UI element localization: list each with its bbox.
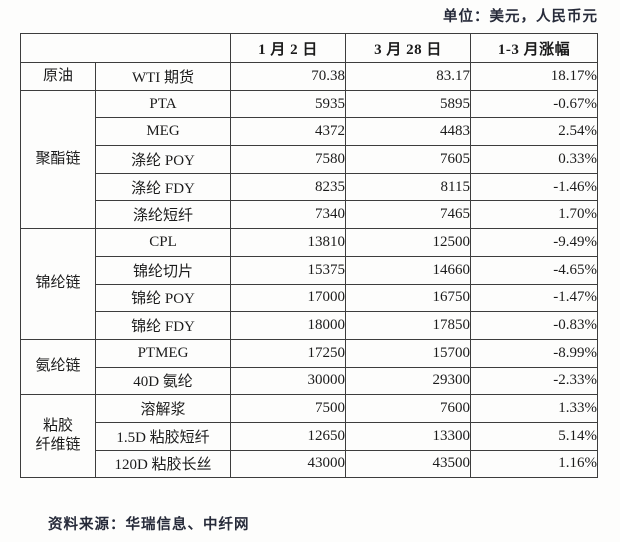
unit-note: 单位：美元，人民币元 [443,9,598,25]
source-note: 资料来源：华瑞信息、中纤网 [48,517,250,533]
value-jan2: 17250 [230,338,346,368]
product-cell: PTMEG [95,338,231,368]
table-row: 涤纶 FDY 8235 8115 -1.46% [21,172,598,202]
category-cell: 聚酯链 [20,89,96,230]
value-change: 1.16% [470,449,598,479]
value-mar28: 14660 [345,255,471,285]
table-row: 粘胶 纤维链 溶解浆 7500 7600 1.33% [20,394,598,479]
table-row: 40D 氨纶 30000 29300 -2.33% [21,366,598,396]
product-cell: 涤纶 FDY [95,172,231,202]
table-row: 聚酯链 PTA 5935 5895 -0.67% [20,89,598,230]
value-mar28: 15700 [345,338,471,368]
category-cell: 粘胶 纤维链 [20,394,96,479]
value-jan2: 15375 [230,255,346,285]
product-cell: 涤纶 POY [95,145,231,174]
value-jan2: 5935 [230,89,346,119]
product-cell: MEG [95,117,231,147]
value-change: -1.46% [470,172,598,202]
value-change: -8.99% [470,338,598,368]
value-jan2: 43000 [230,449,346,479]
value-mar28: 17850 [345,311,471,340]
category-cell: 氨纶链 [20,338,96,396]
table-row: 锦纶 FDY 18000 17850 -0.83% [21,311,598,340]
product-cell: 溶解浆 [95,394,231,423]
value-change: 0.33% [470,145,598,174]
value-jan2: 18000 [230,311,346,340]
table-row: 锦纶切片 15375 14660 -4.65% [21,255,598,285]
product-cell: 120D 粘胶长丝 [95,449,231,479]
value-jan2: 7340 [230,200,346,230]
table-row: 1.5D 粘胶短纤 12650 13300 5.14% [21,421,598,451]
value-mar28: 29300 [345,366,471,396]
value-change: 1.33% [470,394,598,423]
value-change: 5.14% [470,421,598,451]
value-change: -0.83% [470,311,598,340]
value-jan2: 4372 [230,117,346,147]
value-change: 1.70% [470,200,598,230]
value-jan2: 70.38 [230,62,346,91]
table-row: 锦纶 POY 17000 16750 -1.47% [21,283,598,313]
product-cell: 1.5D 粘胶短纤 [95,421,231,451]
value-change: -9.49% [470,228,598,257]
header-jan2: 1 月 2 日 [230,33,346,63]
value-mar28: 8115 [345,172,471,202]
price-table-header: 1 月 2 日 3 月 28 日 1-3 月涨幅 [20,33,598,63]
value-jan2: 17000 [230,283,346,313]
value-mar28: 16750 [345,283,471,313]
value-change: 18.17% [470,62,598,91]
value-jan2: 7580 [230,145,346,174]
product-cell: CPL [95,228,231,257]
table-row: 涤纶短纤 7340 7465 1.70% [21,200,598,230]
value-change: -4.65% [470,255,598,285]
header-mar28: 3 月 28 日 [345,33,471,63]
value-mar28: 7605 [345,145,471,174]
value-mar28: 13300 [345,421,471,451]
category-cell: 原油 [20,62,96,91]
price-table: 1 月 2 日 3 月 28 日 1-3 月涨幅 原油 WTI 期货 70.38 83… [20,33,598,479]
value-jan2: 7500 [230,394,346,423]
category-cell: 锦纶链 [20,228,96,340]
value-jan2: 30000 [230,366,346,396]
product-cell: 锦纶切片 [95,255,231,285]
value-change: 2.54% [470,117,598,147]
value-change: -2.33% [470,366,598,396]
product-cell: 涤纶短纤 [95,200,231,230]
product-cell: PTA [95,89,231,119]
value-change: -0.67% [470,89,598,119]
header-row: 1 月 2 日 3 月 28 日 1-3 月涨幅 [20,33,598,63]
value-mar28: 4483 [345,117,471,147]
value-mar28: 7465 [345,200,471,230]
price-table-body: 原油 WTI 期货 70.38 83.17 18.17% 聚酯链 PTA 5935 5895 -0… [20,62,598,479]
header-change: 1-3 月涨幅 [470,33,598,63]
table-row: 120D 粘胶长丝 43000 43500 1.16% [21,449,598,479]
value-mar28: 43500 [345,449,471,479]
table-row: 原油 WTI 期货 70.38 83.17 18.17% [20,62,598,91]
value-change: -1.47% [470,283,598,313]
table-row: 涤纶 POY 7580 7605 0.33% [21,145,598,174]
table-row: 锦纶链 CPL 13810 12500 -9.49% [20,228,598,340]
product-cell: 锦纶 POY [95,283,231,313]
value-jan2: 8235 [230,172,346,202]
product-cell: 40D 氨纶 [95,366,231,396]
value-jan2: 12650 [230,421,346,451]
product-cell: 锦纶 FDY [95,311,231,340]
product-cell: WTI 期货 [95,62,231,91]
table-row: MEG 4372 4483 2.54% [21,117,598,147]
value-mar28: 12500 [345,228,471,257]
value-mar28: 7600 [345,394,471,423]
table-row: 氨纶链 PTMEG 17250 15700 -8.99% [20,338,598,396]
value-jan2: 13810 [230,228,346,257]
header-empty-cell [20,33,231,63]
value-mar28: 83.17 [345,62,471,91]
value-mar28: 5895 [345,89,471,119]
